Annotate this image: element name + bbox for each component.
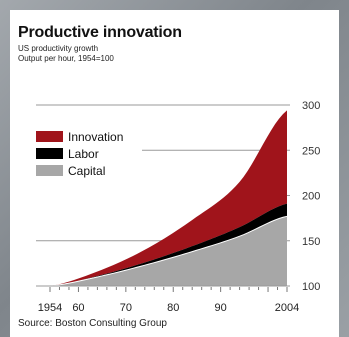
x-tick-label-90: 90 <box>215 302 227 314</box>
chart-subtitle: US productivity growth Output per hour, … <box>18 44 114 64</box>
legend-label-capital: Capital <box>68 164 105 178</box>
area-capital <box>50 216 287 286</box>
y-tick-label-300: 300 <box>302 100 320 112</box>
y-tick-label-200: 200 <box>302 191 320 203</box>
chart-title: Productive innovation <box>18 24 182 41</box>
chart-card: Productive innovation US productivity gr… <box>10 10 339 337</box>
legend-label-innovation: Innovation <box>68 130 123 144</box>
subtitle-line-2: Output per hour, 1954=100 <box>18 54 114 63</box>
legend-swatch-capital <box>36 165 63 176</box>
subtitle-line-1: US productivity growth <box>18 44 99 53</box>
legend-swatch-innovation <box>36 131 63 142</box>
x-tick-label-1954: 1954 <box>38 302 62 314</box>
x-tick-label-2004: 2004 <box>275 302 299 314</box>
y-tick-label-150: 150 <box>302 236 320 248</box>
area-innovation <box>50 110 287 287</box>
capital-edge-line <box>49 215 288 287</box>
legend-label-labor: Labor <box>68 147 99 161</box>
x-tick-label-60: 60 <box>72 302 84 314</box>
x-tick-label-80: 80 <box>167 302 179 314</box>
chart-source: Source: Boston Consulting Group <box>18 318 167 329</box>
y-tick-label-250: 250 <box>302 145 320 157</box>
y-tick-label-100: 100 <box>302 281 320 293</box>
x-tick-label-70: 70 <box>120 302 132 314</box>
legend-swatch-labor <box>36 148 63 159</box>
chart-plot: 300 250 200 150 100 1954 60 70 80 90 2004 Innovatio… <box>36 100 320 314</box>
